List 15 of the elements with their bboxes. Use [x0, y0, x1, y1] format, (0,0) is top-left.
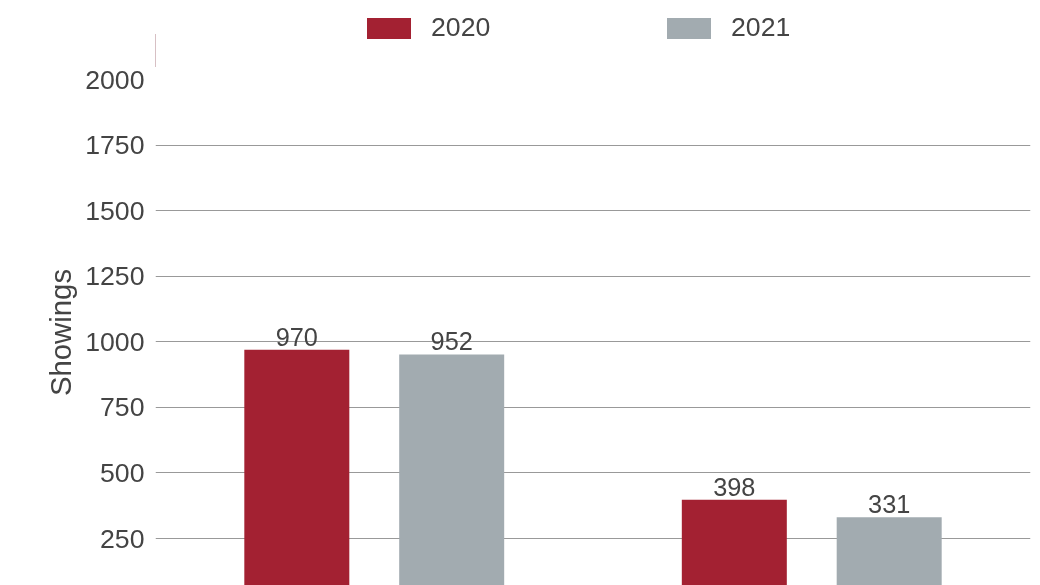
y-tick-label: 1500 — [85, 195, 145, 226]
y-tick-label: 1000 — [85, 326, 145, 357]
y-axis-title: Showings — [44, 268, 78, 397]
y-tick-label: 1250 — [85, 261, 145, 292]
y-tick-label: 250 — [100, 523, 145, 554]
legend-label: 2021 — [731, 12, 792, 43]
y-tick-label: 750 — [100, 392, 145, 423]
data-label: 331 — [868, 490, 911, 519]
y-tick-label: 1750 — [85, 130, 145, 161]
y-tick-label: 500 — [100, 457, 145, 488]
data-label: 952 — [430, 327, 473, 356]
data-label: 398 — [713, 472, 756, 501]
y-tick-label: 2000 — [85, 64, 145, 95]
legend-label: 2020 — [431, 12, 492, 43]
data-label: 970 — [275, 322, 318, 351]
